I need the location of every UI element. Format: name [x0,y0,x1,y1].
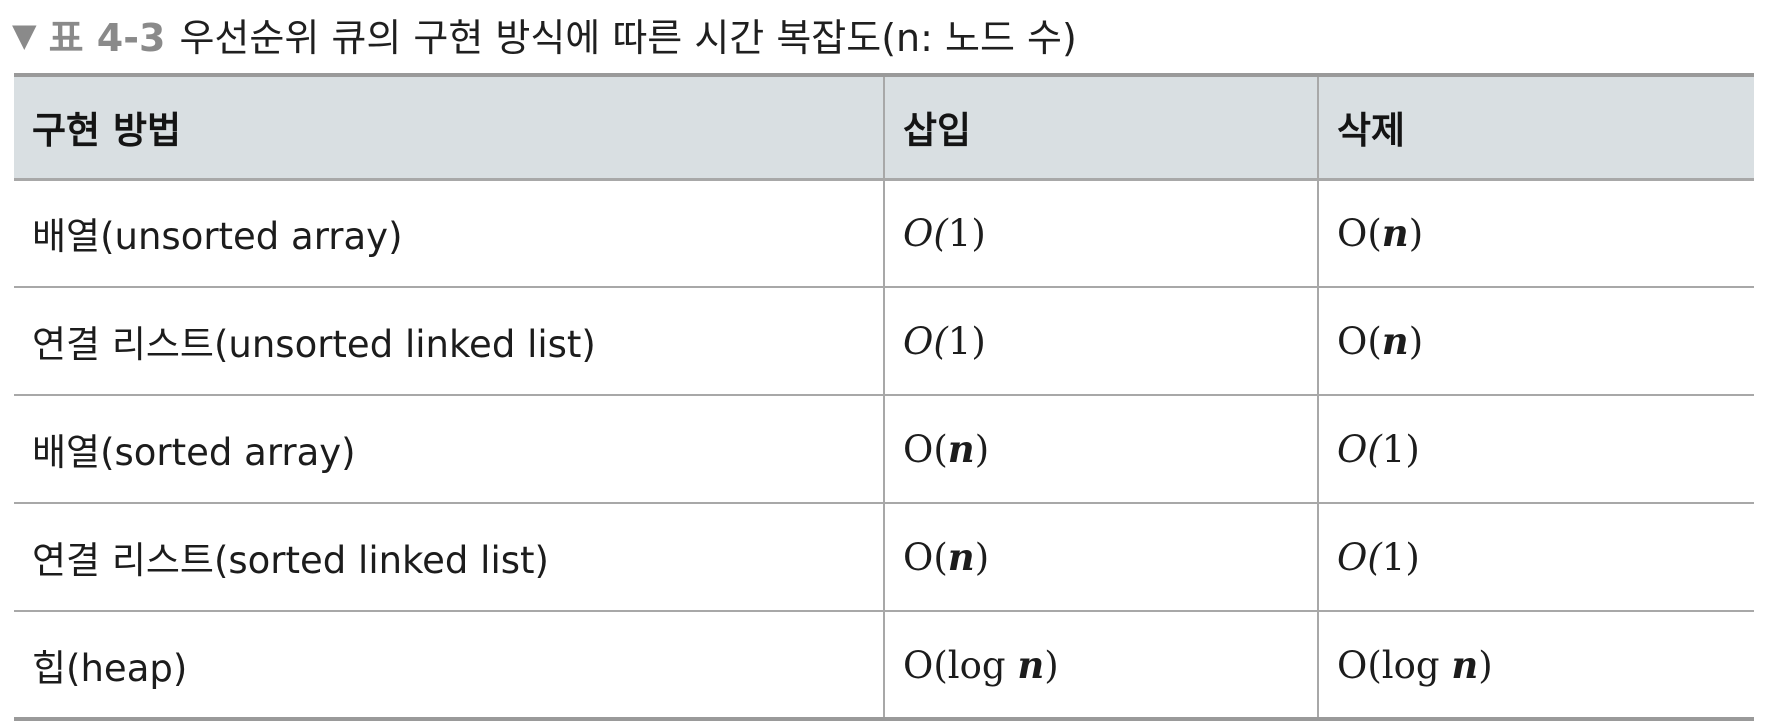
expr-suffix: ) [1405,535,1420,579]
complexity-expression: O(log n) [1337,642,1493,687]
table-caption: ▼ 표 4-3 우선순위 큐의 구현 방식에 따른 시간 복잡도(n: 노드 수… [12,6,1077,62]
expr-variable: n [1017,642,1045,687]
cell-delete: O(log n) [1318,611,1754,721]
expr-suffix: ) [1408,212,1424,256]
complexity-expression: O(n) [903,535,990,579]
expr-variable: 1 [1381,535,1406,579]
table-row: 연결 리스트(unsorted linked list) O(1) O(n) [14,287,1754,396]
cell-delete: O(1) [1318,395,1754,504]
expr-prefix: O( [1337,535,1382,579]
cell-insert: O(n) [884,395,1319,504]
table-row: 배열(sorted array) O(n) O(1) [14,395,1754,504]
complexity-table: 구현 방법 삽입 삭제 배열(unsorted array) O(1) O(n) 연결… [14,73,1754,721]
header-delete: 삭제 [1318,73,1754,181]
header-insert: 삽입 [884,73,1319,181]
cell-method: 배열(sorted array) [14,395,885,504]
expr-variable: 1 [947,211,972,255]
cell-delete: O(n) [1318,287,1754,396]
expr-suffix: ) [1478,643,1493,687]
expr-variable: n [1451,642,1479,687]
complexity-expression: O(1) [903,320,986,363]
expr-suffix: ) [974,428,990,471]
expr-suffix: ) [1044,643,1059,687]
complexity-expression: O(1) [1337,428,1420,471]
cell-method: 연결 리스트(unsorted linked list) [14,287,885,396]
expr-prefix: O( [903,211,948,255]
header-row: 구현 방법 삽입 삭제 [14,73,1754,181]
cell-method: 배열(unsorted array) [14,179,885,288]
table-row: 연결 리스트(sorted linked list) O(n) O(1) [14,503,1754,612]
expr-prefix: O( [1337,427,1382,471]
expr-suffix: ) [971,319,986,363]
cell-delete: O(n) [1318,179,1754,288]
cell-delete: O(1) [1318,503,1754,612]
cell-insert: O(1) [884,179,1319,288]
caption-text: 우선순위 큐의 구현 방식에 따른 시간 복잡도(n: 노드 수) [179,15,1077,60]
expr-variable: n [947,535,975,579]
expr-suffix: ) [971,211,986,255]
cell-insert: O(n) [884,503,1319,612]
header-method: 구현 방법 [14,73,885,181]
cell-insert: O(1) [884,287,1319,396]
expr-variable: 1 [1381,427,1406,471]
caption-label: 표 4-3 [48,15,166,60]
complexity-expression: O(1) [1337,536,1420,579]
expr-suffix: ) [1405,427,1420,471]
complexity-expression: O(n) [1337,211,1424,256]
expr-prefix: O(log [1337,643,1452,687]
expr-prefix: O( [1337,320,1382,363]
expr-variable: n [1381,319,1409,363]
complexity-expression: O(1) [903,212,986,255]
table-row: 배열(unsorted array) O(1) O(n) [14,179,1754,288]
table-row: 힙(heap) O(log n) O(log n) [14,611,1754,721]
complexity-expression: O(n) [1337,319,1424,363]
expr-prefix: O( [903,319,948,363]
expr-variable: n [1381,211,1409,256]
expr-prefix: O(log [903,643,1018,687]
cell-method: 연결 리스트(sorted linked list) [14,503,885,612]
cell-method: 힙(heap) [14,611,885,721]
expr-suffix: ) [1408,320,1424,363]
expr-suffix: ) [974,536,990,579]
expr-prefix: O( [903,536,948,579]
cell-insert: O(log n) [884,611,1319,721]
complexity-expression: O(n) [903,427,990,471]
expr-prefix: O( [1337,212,1382,256]
expr-variable: n [947,427,975,471]
expr-variable: 1 [947,319,972,363]
expr-prefix: O( [903,428,948,471]
complexity-expression: O(log n) [903,642,1059,687]
triangle-down-icon: ▼ [12,16,37,54]
